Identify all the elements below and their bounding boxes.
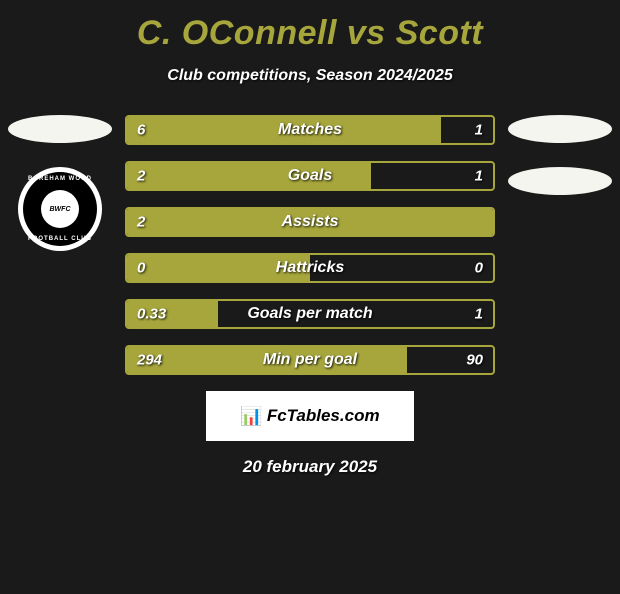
stat-value-right: 1 [475,122,483,139]
stat-label: Min per goal [263,351,357,369]
stat-row-goals: 2 Goals 1 [125,161,495,191]
stat-label: Assists [282,213,339,231]
stat-row-goals-per-match: 0.33 Goals per match 1 [125,299,495,329]
stat-value-right: 0 [475,260,483,277]
watermark: 📊 FcTables.com [206,391,414,441]
player2-badge-placeholder [508,115,612,143]
comparison-subtitle: Club competitions, Season 2024/2025 [0,67,620,85]
right-badges [508,115,612,219]
stat-label: Goals [288,167,332,185]
club-logo-ring: BOREHAM WOOD BWFC FOOTBALL CLUB [23,172,97,246]
stat-value-left: 0 [137,260,145,277]
club-logo-top-text: BOREHAM WOOD [28,176,92,182]
club-logo-center: BWFC [41,190,79,228]
stat-row-matches: 6 Matches 1 [125,115,495,145]
left-badges: BOREHAM WOOD BWFC FOOTBALL CLUB [8,115,112,251]
chart-icon: 📊 [240,406,262,427]
player1-club-logo: BOREHAM WOOD BWFC FOOTBALL CLUB [18,167,102,251]
stat-value-right: 90 [466,352,483,369]
comparison-title: C. OConnell vs Scott [0,14,620,53]
stat-value-right: 1 [475,168,483,185]
stat-label: Goals per match [247,305,372,323]
stat-row-hattricks: 0 Hattricks 0 [125,253,495,283]
stat-value-right: 1 [475,306,483,323]
stat-row-assists: 2 Assists [125,207,495,237]
content-area: BOREHAM WOOD BWFC FOOTBALL CLUB 6 Matche… [0,115,620,477]
stat-row-min-per-goal: 294 Min per goal 90 [125,345,495,375]
stat-value-left: 2 [137,168,145,185]
stat-label: Hattricks [276,259,344,277]
stat-value-left: 0.33 [137,306,166,323]
stats-bars: 6 Matches 1 2 Goals 1 2 Assists 0 Hattri… [125,115,495,375]
club-logo-bottom-text: FOOTBALL CLUB [28,236,92,242]
stat-value-left: 294 [137,352,162,369]
player2-club-placeholder [508,167,612,195]
stat-bar-left [127,163,371,189]
watermark-text: 📊 FcTables.com [240,406,379,427]
watermark-label: FcTables.com [267,406,380,426]
stat-value-left: 6 [137,122,145,139]
date-label: 20 february 2025 [0,457,620,477]
stat-label: Matches [278,121,342,139]
player1-badge-placeholder [8,115,112,143]
stat-value-left: 2 [137,214,145,231]
